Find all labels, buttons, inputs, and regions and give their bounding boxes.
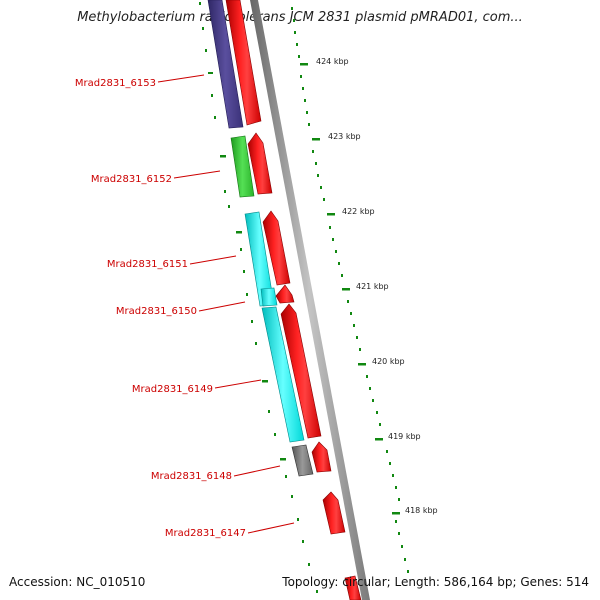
kbp-major-ticks: [300, 63, 400, 515]
gene-labels: Mrad2831_6153 Mrad2831_6152 Mrad2831_615…: [75, 78, 246, 539]
forward-gene[interactable]: [247, 132, 273, 195]
kbp-label: 421 kbp: [356, 282, 389, 291]
forward-gene[interactable]: [262, 210, 291, 286]
gene-label[interactable]: Mrad2831_6150: [116, 306, 197, 317]
gene-label[interactable]: Mrad2831_6152: [91, 174, 172, 185]
gene-label[interactable]: Mrad2831_6151: [107, 259, 188, 270]
kbp-label: 420 kbp: [372, 357, 405, 366]
gene-mrad2831-6148[interactable]: [291, 444, 314, 477]
gene-leader-lines: [157, 74, 295, 534]
forward-gene[interactable]: [344, 575, 362, 600]
kbp-labels: 424 kbp 423 kbp 422 kbp 421 kbp 420 kbp …: [316, 57, 438, 515]
outer-tick-ring: [291, 7, 409, 573]
forward-gene[interactable]: [311, 441, 332, 473]
gene-mrad2831-6153[interactable]: [207, 0, 244, 129]
forward-gene[interactable]: [275, 284, 295, 304]
gene-label[interactable]: Mrad2831_6148: [151, 471, 232, 482]
genome-backbone: [250, 0, 370, 600]
forward-strand-genes: [225, 0, 362, 600]
accession-text: Accession: NC_010510: [9, 575, 146, 589]
gene-label[interactable]: Mrad2831_6153: [75, 78, 156, 89]
kbp-label: 419 kbp: [388, 432, 421, 441]
colored-genes: [207, 0, 314, 477]
inner-tick-ring: [199, 2, 318, 593]
gene-mrad2831-6152[interactable]: [230, 135, 255, 198]
topology-text: Topology: circular; Length: 586,164 bp; …: [282, 575, 589, 589]
gene-label[interactable]: Mrad2831_6149: [132, 384, 213, 395]
gene-mrad2831-6149[interactable]: [261, 306, 305, 443]
map-title: Methylobacterium radiotolerans JCM 2831 …: [77, 10, 523, 25]
kbp-label: 418 kbp: [405, 506, 438, 515]
kbp-label: 424 kbp: [316, 57, 349, 66]
forward-gene[interactable]: [322, 491, 346, 535]
kbp-label: 423 kbp: [328, 132, 361, 141]
gene-label[interactable]: Mrad2831_6147: [165, 528, 246, 539]
forward-gene[interactable]: [280, 303, 322, 439]
kbp-label: 422 kbp: [342, 207, 375, 216]
gene-mrad2831-6150[interactable]: [260, 287, 278, 307]
forward-gene[interactable]: [225, 0, 262, 126]
